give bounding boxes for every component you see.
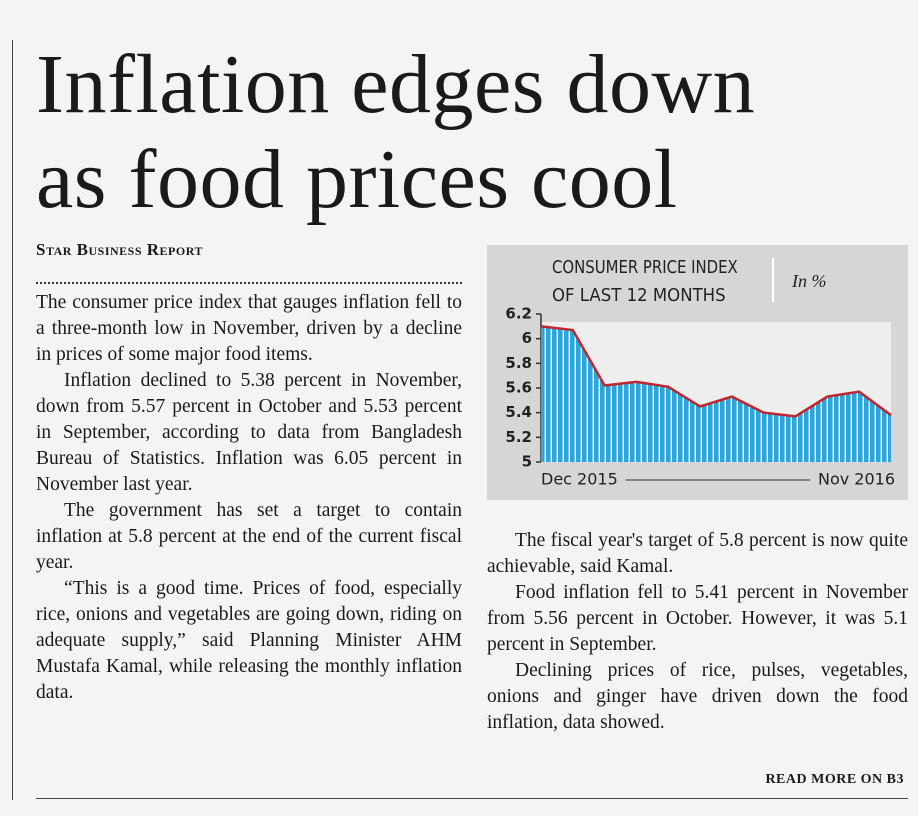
paragraph: Food inflation fell to 5.41 percent in N…: [487, 582, 908, 655]
x-tick-label: Dec 2015: [541, 470, 618, 489]
dotted-rule: [36, 282, 462, 284]
paragraph: Declining prices of rice, pulses, vegeta…: [487, 660, 908, 733]
headline: Inflation edges down: [36, 38, 756, 131]
left-rule: [12, 40, 13, 800]
paragraph: The fiscal year's target of 5.8 percent …: [487, 530, 908, 577]
y-tick-label: 5.8: [505, 354, 532, 372]
y-tick-label: 5.2: [505, 428, 532, 446]
byline: Star Business Report: [36, 240, 203, 259]
y-tick-label: 5.6: [505, 379, 532, 397]
paragraph: Inflation declined to 5.38 percent in No…: [36, 370, 462, 495]
paragraph: “This is a good time. Prices of food, es…: [36, 578, 462, 703]
chart-title: CONSUMER PRICE INDEX: [552, 258, 738, 279]
bottom-rule: [36, 798, 908, 799]
y-tick-label: 5: [522, 453, 532, 471]
line: [540, 325, 892, 418]
x-tick-label: Nov 2016: [818, 470, 895, 489]
y-tick-label: 5.4: [505, 403, 532, 421]
chart-unit: In %: [791, 271, 827, 291]
read-more: READ MORE ON B3: [765, 772, 904, 787]
y-tick-label: 6: [522, 329, 532, 347]
headline: as food prices cool: [36, 133, 678, 226]
chart-title: OF LAST 12 MONTHS: [552, 286, 726, 307]
right-column: The fiscal year's target of 5.8 percent …: [487, 528, 908, 736]
left-column: The consumer price index that gauges inf…: [36, 290, 462, 706]
paragraph: The consumer price index that gauges inf…: [36, 292, 462, 365]
area: [541, 326, 891, 462]
y-tick-label: 6.2: [505, 305, 532, 323]
paragraph: The government has set a target to conta…: [36, 500, 462, 573]
